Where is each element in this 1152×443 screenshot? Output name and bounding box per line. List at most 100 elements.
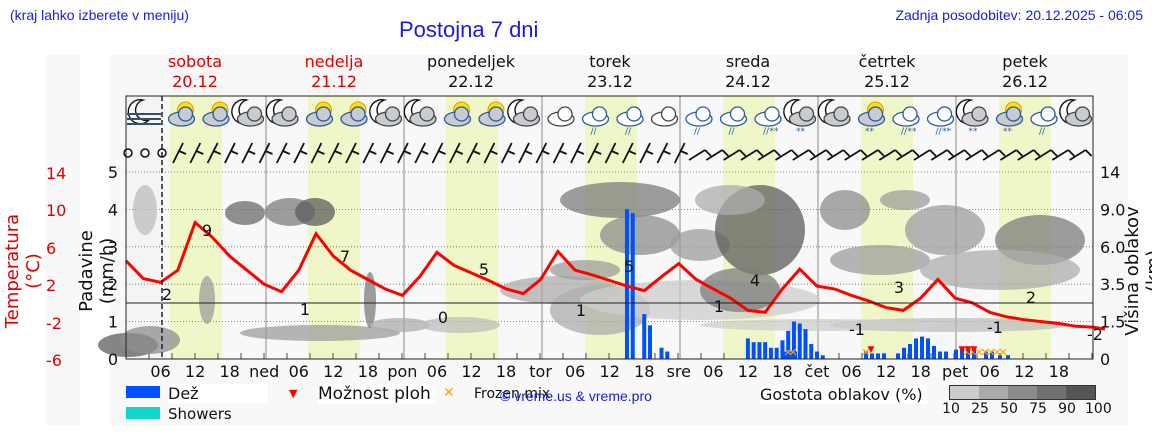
rain-bar [763,342,768,359]
cloud-density-tick: 50 [1000,401,1018,417]
cloud-density-area [880,190,930,210]
credit-link[interactable]: © vreme.us & vreme.pro [500,388,652,404]
rain-bar [876,353,880,359]
wind-barb-icon [345,142,360,164]
rain-bar [820,355,825,359]
wind-barb-icon [224,142,239,164]
rain-bar [966,347,970,359]
daylight-band [861,96,913,359]
legend-frozen-mix-label: Frozen mix [474,386,551,402]
temp-extreme-label: 7 [340,247,350,266]
x-tick: 18 [634,362,654,381]
precip-tick: 5 [108,163,118,182]
precip-tick: 4 [108,200,118,219]
temp-tick: 14 [46,164,67,183]
day-date: 20.12 [172,72,218,91]
svg-text://: // [763,127,770,137]
x-tick: 12 [323,362,343,381]
rain-bar [902,347,906,359]
svg-text:**: ** [942,127,952,137]
x-tick: pet [942,362,968,381]
region-menu-hint[interactable]: (kraj lahko izberete v meniju) [10,7,189,23]
svg-text:**: ** [908,127,918,137]
x-tick: 12 [738,362,758,381]
precip-tick: 2 [108,275,118,294]
wind-barb-icon [518,142,533,164]
wind-barb-icon [431,142,446,164]
moon-cloud-icon [507,99,541,127]
rain-bar [809,344,814,359]
frozen-mix-icon: ✕ [992,346,1001,359]
day-date: 21.12 [311,72,357,91]
wind-barb-icon [327,142,343,164]
wind-barb-icon [552,142,567,164]
possible-showers-icon: ▼ [868,345,875,355]
temp-extreme-label: 9 [202,221,212,240]
x-tick: tor [529,362,552,381]
page-title: Postojna 7 dni [399,17,539,42]
day-header-0: sobota 20.12 [140,52,250,92]
rain-bar [920,336,924,359]
wind-barb-icon [310,142,325,164]
cloud-density-tick: 100 [1085,401,1112,417]
temp-extreme-label: 4 [750,271,760,290]
moon-snow-icon: ** [955,99,989,137]
wind-barb-icon [1034,149,1058,161]
rain-bar [791,321,796,359]
wind-barb-icon [362,142,377,164]
rain-bar [648,325,653,359]
rain-bar [793,351,797,359]
wind-barb-icon [258,142,273,164]
rain-bar [659,347,664,359]
wind-barb-icon [723,149,747,161]
wind-barb-icon [621,142,637,164]
day-name: nedelja [304,52,364,71]
calm-wind-icon [123,148,133,158]
x-tick: 06 [980,362,1000,381]
wind-barb-icon [604,142,619,164]
rain-bar [786,330,791,359]
moon-cloud-icon [369,99,403,127]
wind-barb-icon [189,142,204,164]
day-date: 23.12 [587,72,633,91]
svg-text:**: ** [796,127,806,137]
cloud-density-area [225,201,265,225]
wind-barb-icon [1069,149,1093,161]
frozen-mix-icon: ✕ [962,346,971,359]
rain-bar [642,314,647,359]
x-tick: 06 [427,362,447,381]
moon-cloud-icon [231,99,265,127]
sun-cloud-icon [305,101,334,127]
cloud-icon [547,106,575,127]
cloud-density-area [920,250,1080,290]
temp-extreme-label: 3 [894,278,904,297]
daylight-band [170,96,222,359]
wind-barb-icon [826,149,851,161]
wind-barb-icon [397,142,412,164]
x-tick: 18 [219,362,239,381]
cloud-density-label: Gostota oblakov (%) [760,385,927,404]
rain-bar [870,353,874,359]
sun-cloud-icon [167,101,196,127]
wind-barb-icon [792,149,816,161]
temp-tick: 10 [46,201,67,221]
temp-extreme-label: 1 [714,297,724,316]
sun-snow-icon: ** [857,101,886,137]
svg-text://: // [625,127,632,137]
day-header-6: petek 26.12 [970,52,1080,92]
temp-extreme-label: -1 [987,318,1003,337]
sun-cloud-icon [340,101,368,127]
cloud-sleet-icon: //** [754,106,782,137]
wind-barb-icon [757,149,781,161]
temp-extreme-label: 2 [162,285,172,304]
wind-barb-icon [809,149,833,161]
cloud-density-tick: 90 [1058,401,1076,417]
cloud-density-area [670,229,730,261]
frozen-mix-icon: ✕ [968,346,977,359]
x-tick: 12 [1014,362,1034,381]
rain-bar [882,353,886,359]
cloud-rain-icon: // [581,106,610,137]
svg-text://: // [694,127,701,137]
rain-bar [932,345,936,359]
x-tick: 06 [150,362,170,381]
